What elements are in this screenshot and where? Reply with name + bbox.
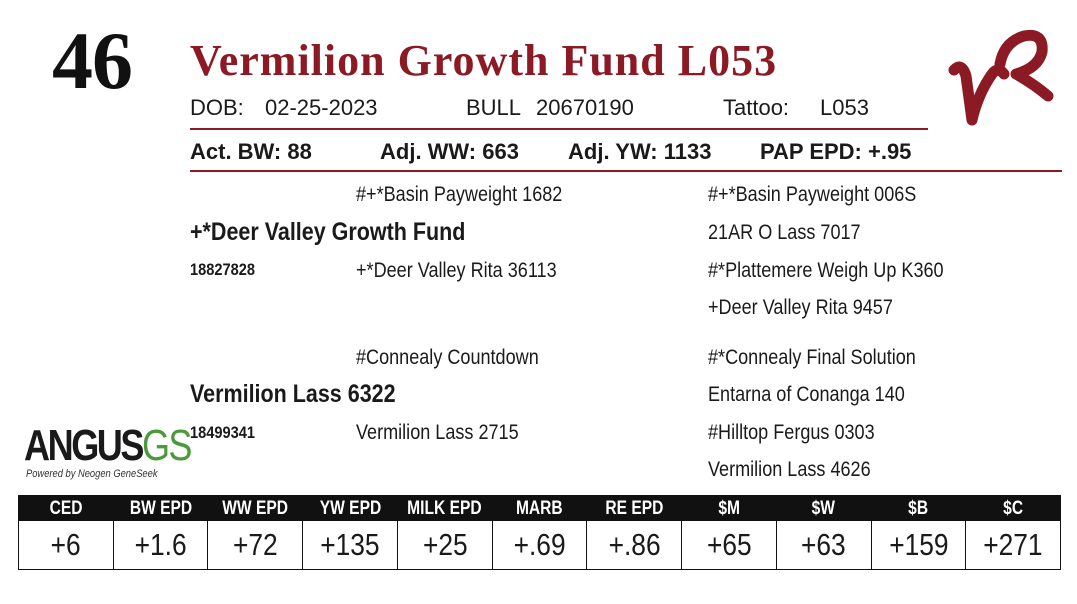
dob-label: DOB: bbox=[190, 95, 244, 120]
epd-header-ced: CED bbox=[49, 498, 83, 519]
epd-header-m: $M bbox=[717, 498, 740, 519]
epd-value-milk: +25 bbox=[396, 521, 492, 569]
tattoo-label: Tattoo: bbox=[723, 95, 790, 120]
epd-value-re: +.86 bbox=[586, 521, 681, 569]
actual-birth-weight: Act. BW: 88 bbox=[190, 139, 312, 164]
powered-by-text: Powered by Neogen GeneSeek bbox=[26, 468, 158, 480]
sire-sire-sire: #+*Basin Payweight 006S bbox=[708, 183, 917, 206]
sex-label: BULL bbox=[466, 95, 522, 120]
gs-logo-text: GS bbox=[142, 421, 192, 470]
epd-value-marb: +.69 bbox=[491, 521, 587, 569]
epd-header-row: CED BW EPD WW EPD YW EPD MILK EPD MARB E… bbox=[19, 496, 1060, 544]
sire-registration: 18827828 bbox=[190, 260, 256, 279]
ranch-brand-logo bbox=[948, 29, 1054, 126]
sire-sire-dam: 21AR O Lass 7017 bbox=[708, 221, 861, 244]
epd-header-yw: YW EPD bbox=[319, 498, 381, 519]
dam-dam: Vermilion Lass 2715 bbox=[356, 421, 519, 444]
epd-header-re: RE EPD bbox=[605, 498, 664, 519]
registration-number: 20670190 bbox=[536, 95, 634, 120]
divider bbox=[190, 128, 928, 130]
epd-header-marb: MARB EPD bbox=[516, 498, 563, 544]
epd-value-bw: +1.6 bbox=[112, 521, 208, 569]
dam-sire-dam: Entarna of Conanga 140 bbox=[708, 383, 905, 406]
dam-sire-sire: #*Connealy Final Solution bbox=[708, 346, 916, 369]
sire-sire: #+*Basin Payweight 1682 bbox=[356, 183, 563, 206]
epd-header-b: $B bbox=[908, 498, 929, 519]
epd-value-row: +6 +1.6 +72 +135 +25 +.69 +.86 +65 +63 +… bbox=[19, 521, 1060, 569]
epd-value-ced: +6 bbox=[50, 527, 81, 562]
adjusted-weaning-weight: Adj. WW: 663 bbox=[380, 139, 519, 164]
epd-header-ww: WW EPD bbox=[222, 498, 289, 519]
epd-value-ww: +72 bbox=[207, 521, 302, 569]
sire-dam-sire: #*Plattemere Weigh Up K360 bbox=[708, 259, 944, 282]
dam-dam-dam: Vermilion Lass 4626 bbox=[708, 458, 871, 481]
dam-dam-sire: #Hilltop Fergus 0303 bbox=[708, 421, 875, 444]
epd-value-b: +159 bbox=[870, 521, 966, 569]
angus-gs-logo: ANGUSGS Powered by Neogen GeneSeek bbox=[24, 421, 227, 481]
divider bbox=[190, 170, 1062, 172]
animal-name: Vermilion Growth Fund L053 bbox=[190, 36, 778, 85]
sire-dam: +*Deer Valley Rita 36113 bbox=[356, 259, 557, 282]
epd-header-w: $W bbox=[811, 498, 836, 519]
epd-value-m: +65 bbox=[681, 521, 776, 569]
epd-value-c: +271 bbox=[965, 521, 1060, 569]
angus-logo-text: ANGUS bbox=[24, 421, 144, 470]
dob-value: 02-25-2023 bbox=[265, 95, 378, 120]
epd-table: CED BW EPD WW EPD YW EPD MILK EPD MARB E… bbox=[18, 495, 1061, 570]
dam-sire: #Connealy Countdown bbox=[356, 346, 539, 369]
epd-value-yw: +135 bbox=[302, 521, 397, 569]
lot-number: 46 bbox=[52, 15, 133, 106]
epd-header-bw: BW EPD bbox=[129, 498, 193, 519]
epd-header-milk: MILK EPD bbox=[407, 498, 483, 519]
pap-epd: PAP EPD: +.95 bbox=[760, 139, 912, 164]
dam-name: Vermilion Lass 6322 bbox=[190, 380, 396, 408]
sire-dam-dam: +Deer Valley Rita 9457 bbox=[708, 296, 893, 319]
epd-header-c: $C bbox=[1002, 498, 1023, 519]
dam-registration: 18499341 bbox=[190, 423, 256, 442]
epd-value-w: +63 bbox=[775, 521, 871, 569]
tattoo-value: L053 bbox=[820, 95, 869, 120]
adjusted-yearling-weight: Adj. YW: 1133 bbox=[568, 139, 712, 164]
sire-name: +*Deer Valley Growth Fund bbox=[190, 218, 466, 246]
